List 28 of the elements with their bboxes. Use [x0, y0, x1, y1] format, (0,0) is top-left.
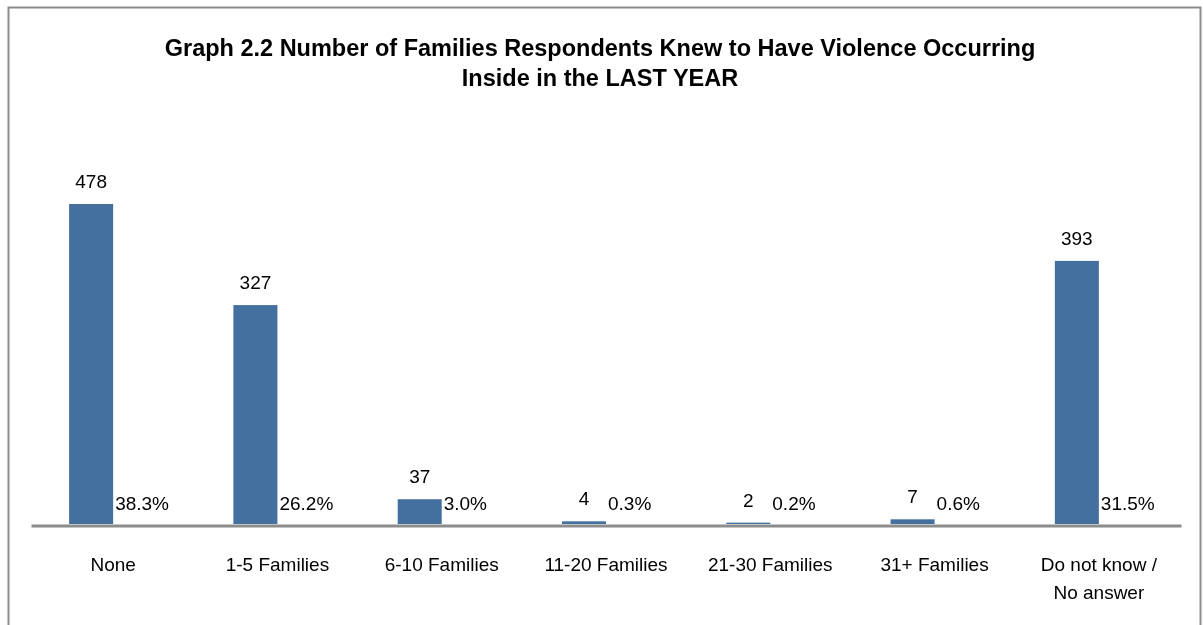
x-tick-label: 21-30 Families [707, 554, 833, 575]
x-tick-label: 1-5 Families [225, 554, 330, 575]
bar [233, 305, 278, 524]
data-label: 327 [239, 272, 272, 294]
data-label: 2 [742, 489, 754, 511]
x-tick-label: 31+ Families [880, 554, 989, 575]
x-tick-label: 6-10 Families [384, 554, 499, 575]
x-tick-label: None [90, 554, 136, 575]
x-tick-label: Do not know / No answer [1040, 554, 1158, 603]
data-label: 37 [409, 466, 431, 488]
chart-title: Graph 2.2 Number of Families Respondents Knew to Have Violence Occurring Inside in the LAST YEAR [164, 35, 1036, 91]
annotation: 26.2% [279, 492, 334, 514]
bar [561, 521, 606, 524]
x-tick-label: 11-20 Families [544, 554, 668, 575]
data-label: 7 [907, 486, 918, 508]
annotation: 38.3% [115, 492, 170, 514]
annotation: 0.3% [608, 492, 652, 514]
annotation: 0.2% [772, 492, 816, 514]
bar [1054, 260, 1099, 524]
bar [397, 499, 442, 524]
data-label: 393 [1060, 227, 1093, 249]
bar [890, 519, 935, 524]
annotation: 31.5% [1100, 492, 1155, 514]
data-label: 4 [578, 488, 590, 510]
annotation: 0.6% [936, 492, 980, 514]
annotation: 3.0% [443, 492, 488, 514]
data-label: 478 [75, 171, 107, 192]
bar [69, 204, 114, 524]
